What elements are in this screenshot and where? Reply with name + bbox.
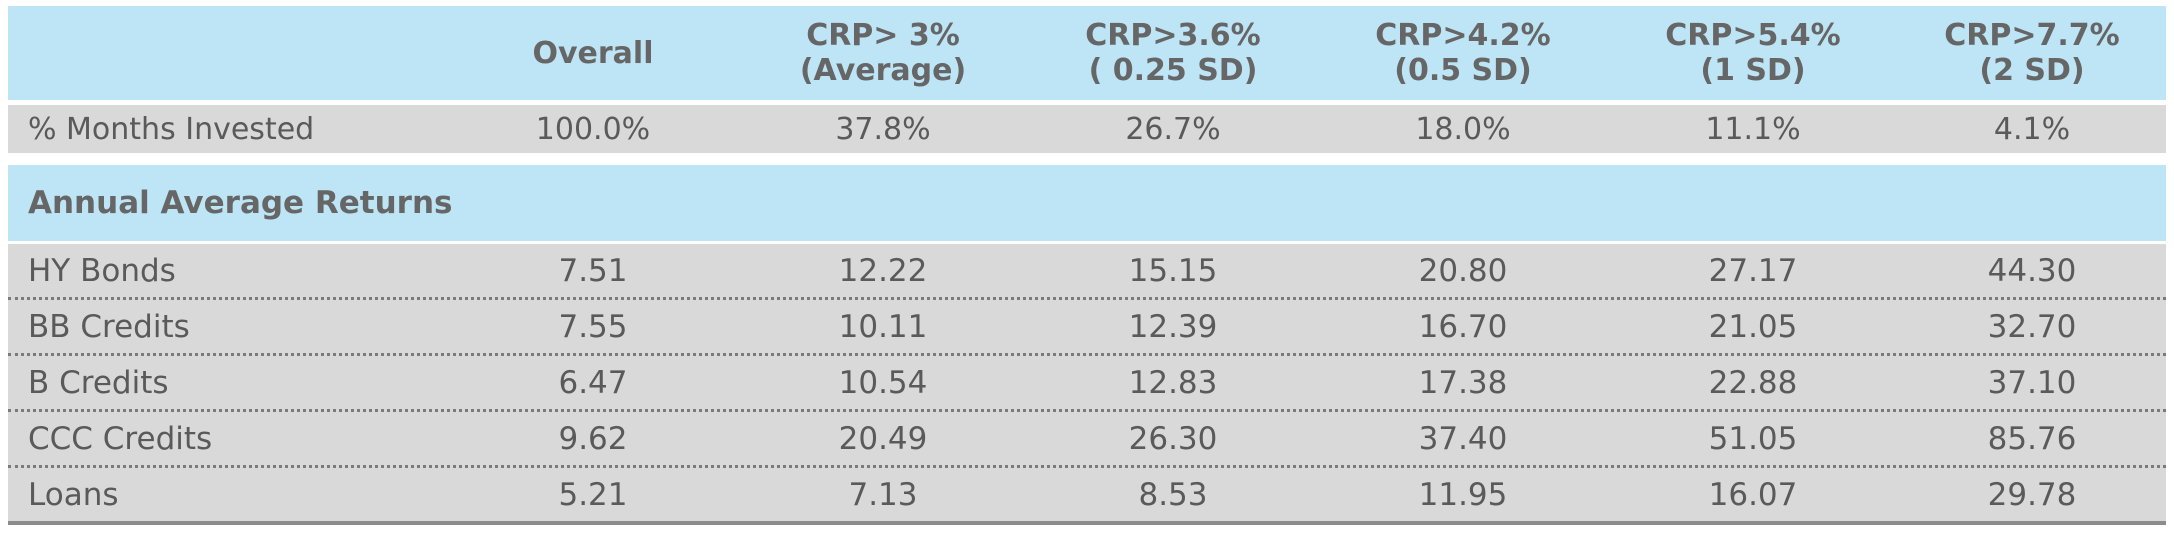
- table-row: CCC Credits 9.62 20.49 26.30 37.40 51.05…: [8, 412, 2166, 468]
- header-line-1: CRP> 3%: [806, 18, 960, 53]
- table-cell: 8.53: [1138, 476, 1208, 513]
- header-line-1: CRP>3.6%: [1085, 18, 1261, 53]
- row-label: HY Bonds: [28, 252, 176, 289]
- row-label: BB Credits: [28, 308, 190, 345]
- table-cell: 9.62: [558, 420, 628, 457]
- spacer: [8, 100, 2166, 105]
- header-line-2: (2 SD): [1979, 53, 2085, 88]
- header-line-1: CRP>4.2%: [1375, 18, 1551, 53]
- table-cell: 22.88: [1708, 364, 1798, 401]
- header-cell-overall: Overall: [448, 36, 738, 71]
- table-cell: 7.13: [848, 476, 918, 513]
- header-cell-crp-3-6: CRP>3.6% ( 0.25 SD): [1028, 18, 1318, 88]
- header-cell-crp-3: CRP> 3% (Average): [738, 18, 1028, 88]
- table-cell: 11.1%: [1705, 111, 1801, 147]
- header-line-2: (0.5 SD): [1394, 53, 1532, 88]
- table-cell: 17.38: [1418, 364, 1508, 401]
- header-cell-crp-5-4: CRP>5.4% (1 SD): [1608, 18, 1898, 88]
- table-cell: 15.15: [1128, 252, 1218, 289]
- row-label: % Months Invested: [28, 111, 315, 147]
- table-cell: 18.0%: [1415, 111, 1511, 147]
- section-title: Annual Average Returns: [28, 185, 453, 221]
- row-label: Loans: [28, 476, 119, 513]
- table-cell: 26.30: [1128, 420, 1218, 457]
- table-row: Loans 5.21 7.13 8.53 11.95 16.07 29.78: [8, 468, 2166, 525]
- table-cell: 51.05: [1708, 420, 1798, 457]
- row-label: B Credits: [28, 364, 169, 401]
- table-cell: 7.55: [558, 308, 628, 345]
- header-line-1: Overall: [532, 35, 654, 71]
- table-cell: 7.51: [558, 252, 628, 289]
- table-cell: 21.05: [1708, 308, 1798, 345]
- header-line-1: CRP>5.4%: [1665, 18, 1841, 53]
- table-cell: 10.11: [838, 308, 928, 345]
- row-label: CCC Credits: [28, 420, 213, 457]
- table-cell: 12.39: [1128, 308, 1218, 345]
- table-row: HY Bonds 7.51 12.22 15.15 20.80 27.17 44…: [8, 244, 2166, 300]
- header-line-2: (Average): [799, 53, 967, 88]
- table-row: B Credits 6.47 10.54 12.83 17.38 22.88 3…: [8, 356, 2166, 412]
- table-cell: 37.10: [1987, 364, 2077, 401]
- header-line-2: ( 0.25 SD): [1088, 53, 1258, 88]
- section-header: Annual Average Returns: [8, 165, 2166, 244]
- table-cell: 5.21: [558, 476, 628, 513]
- table-cell: 85.76: [1987, 420, 2077, 457]
- table-cell: 29.78: [1987, 476, 2077, 513]
- table-cell: 11.95: [1418, 476, 1508, 513]
- months-invested-row: % Months Invested 100.0% 37.8% 26.7% 18.…: [8, 105, 2166, 153]
- table-cell: 37.8%: [835, 111, 931, 147]
- header-row: Overall CRP> 3% (Average) CRP>3.6% ( 0.2…: [8, 6, 2166, 100]
- table-cell: 37.40: [1418, 420, 1508, 457]
- table-cell: 20.80: [1418, 252, 1508, 289]
- table-cell: 27.17: [1708, 252, 1798, 289]
- table-cell: 20.49: [838, 420, 928, 457]
- table-cell: 6.47: [558, 364, 628, 401]
- returns-table: Overall CRP> 3% (Average) CRP>3.6% ( 0.2…: [8, 6, 2166, 525]
- table-cell: 100.0%: [535, 111, 651, 147]
- table-cell: 12.22: [838, 252, 928, 289]
- header-cell-crp-7-7: CRP>7.7% (2 SD): [1898, 18, 2166, 88]
- spacer: [8, 153, 2166, 165]
- table-cell: 10.54: [838, 364, 928, 401]
- table-cell: 16.07: [1708, 476, 1798, 513]
- table-row: BB Credits 7.55 10.11 12.39 16.70 21.05 …: [8, 300, 2166, 356]
- header-line-2: (1 SD): [1700, 53, 1806, 88]
- table-cell: 4.1%: [1993, 111, 2071, 147]
- table-cell: 26.7%: [1125, 111, 1221, 147]
- table-cell: 32.70: [1987, 308, 2077, 345]
- table-cell: 16.70: [1418, 308, 1508, 345]
- header-cell-crp-4-2: CRP>4.2% (0.5 SD): [1318, 18, 1608, 88]
- table-cell: 44.30: [1987, 252, 2077, 289]
- header-line-1: CRP>7.7%: [1944, 18, 2120, 53]
- table-cell: 12.83: [1128, 364, 1218, 401]
